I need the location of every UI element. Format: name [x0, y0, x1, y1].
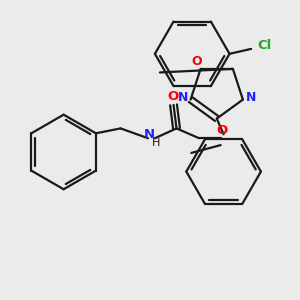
Text: O: O	[216, 124, 227, 137]
Text: N: N	[143, 128, 155, 141]
Text: O: O	[191, 55, 202, 68]
Text: N: N	[245, 91, 256, 104]
Text: O: O	[167, 89, 178, 103]
Text: H: H	[152, 138, 160, 148]
Text: N: N	[178, 91, 188, 104]
Text: Cl: Cl	[258, 40, 272, 52]
